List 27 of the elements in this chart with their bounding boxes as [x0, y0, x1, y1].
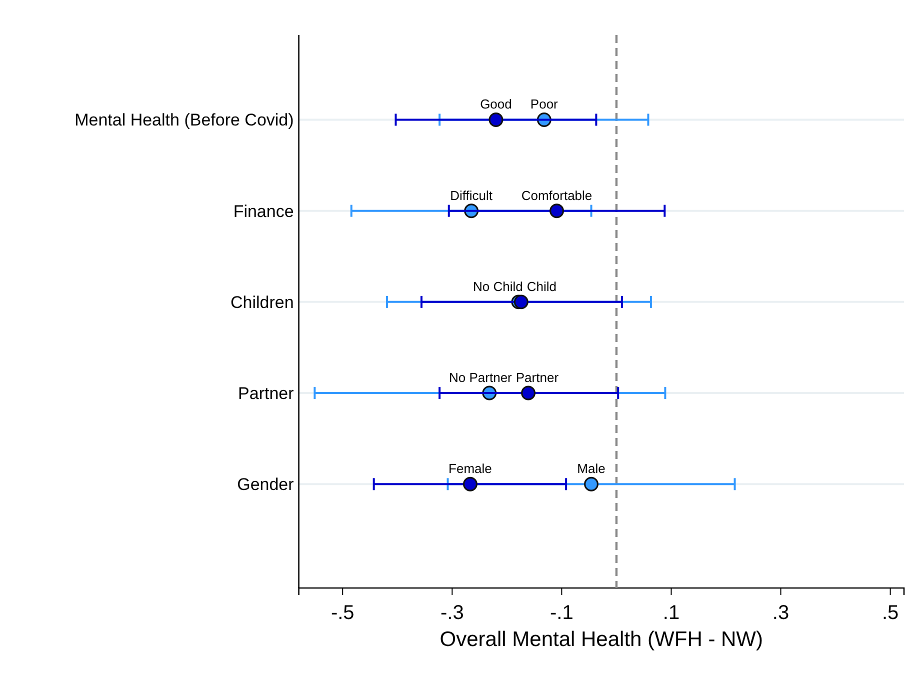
annotation: Female: [448, 461, 492, 476]
y-tick-label: Gender: [237, 475, 294, 494]
x-axis-title: Overall Mental Health (WFH - NW): [440, 628, 763, 651]
annotation: Partner: [516, 370, 560, 386]
annotation: Male: [577, 461, 606, 476]
annotation: Difficult: [450, 188, 493, 203]
x-tick-label: -.5: [330, 602, 354, 624]
y-tick-label: Finance: [233, 202, 294, 221]
annotation: Comfortable: [521, 188, 592, 203]
x-tick-label: -.3: [440, 602, 464, 624]
annotation: Child: [526, 278, 556, 294]
point: [488, 112, 504, 127]
annotation: Poor: [530, 96, 559, 112]
x-tick-label: -.1: [550, 602, 574, 624]
x-tick-label: .3: [772, 602, 790, 624]
point: [521, 386, 536, 400]
annotation: No Child: [472, 278, 523, 294]
y-tick-label: Mental Health (Before Covid): [74, 110, 294, 130]
y-tick-label: Children: [230, 292, 294, 312]
annotation: Good: [480, 96, 512, 112]
point: [462, 476, 478, 492]
annotation: No Partner: [449, 370, 513, 386]
x-tick-label: .5: [882, 602, 899, 624]
point: [550, 204, 564, 218]
point: [584, 476, 598, 492]
x-tick-label: .1: [662, 602, 680, 624]
y-tick-label: Partner: [238, 384, 294, 403]
